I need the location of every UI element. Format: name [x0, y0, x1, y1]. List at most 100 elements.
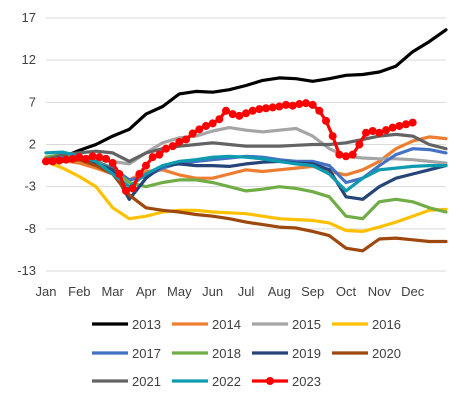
series-point-2023 [402, 120, 410, 129]
legend-item-2019: 2019 [252, 346, 321, 361]
series-point-2023 [75, 153, 84, 162]
y-axis-tick-labels: 17 12 7 2 -3 -8 -13 [17, 10, 36, 278]
series-point-2023 [382, 126, 390, 135]
series-point-2023 [328, 132, 337, 141]
series-point-2023 [315, 106, 324, 115]
series-point-2023 [142, 161, 150, 170]
series-point-2023 [115, 170, 124, 179]
series-point-2023 [168, 142, 177, 151]
series-point-2023 [288, 101, 297, 110]
series-point-2023 [182, 135, 190, 144]
legend-label: 2016 [372, 317, 401, 332]
legend-label: 2015 [292, 317, 321, 332]
legend-label: 2023 [292, 374, 321, 389]
legend: 2013 2014 2015 2016 2017 2018 2019 2020 2021 2022… [92, 317, 401, 389]
series-point-2023 [355, 140, 364, 149]
x-tick-label: Sep [301, 284, 324, 299]
y-tick-label: 7 [29, 94, 36, 109]
series-point-2023 [362, 128, 370, 137]
series-point-2023 [275, 102, 284, 111]
series-point-2023 [282, 100, 290, 109]
series-point-2023 [348, 150, 357, 159]
x-tick-label: Dec [401, 284, 425, 299]
series-point-2023 [128, 184, 137, 193]
y-tick-label: -13 [17, 263, 36, 278]
series-point-2023 [188, 129, 197, 138]
legend-item-2023: 2023 [252, 374, 321, 389]
x-tick-label: May [167, 284, 192, 299]
x-tick-label: Mar [101, 284, 124, 299]
series-point-2023 [268, 103, 277, 112]
series-point-2023 [155, 150, 164, 159]
series-point-2023 [68, 154, 77, 163]
series-point-2023 [108, 159, 117, 168]
series-point-2023 [375, 128, 384, 137]
series-point-2023 [135, 170, 144, 179]
x-tick-label: Nov [368, 284, 392, 299]
series-point-2023 [395, 121, 404, 130]
legend-label: 2022 [212, 374, 241, 389]
series-point-2023 [342, 152, 350, 161]
series-lines [42, 28, 448, 253]
x-tick-label: Aug [268, 284, 291, 299]
series-point-2023 [62, 155, 70, 164]
legend-item-2017: 2017 [92, 346, 161, 361]
legend-item-2016: 2016 [332, 317, 401, 332]
series-point-2023 [262, 104, 270, 113]
y-tick-label: -8 [24, 221, 36, 236]
series-point-2023 [248, 106, 257, 115]
legend-label: 2017 [132, 346, 161, 361]
gridlines [46, 17, 446, 272]
series-line-2020 [44, 158, 448, 253]
legend-marker [266, 377, 274, 385]
series-line-2016 [44, 159, 448, 233]
legend-item-2022: 2022 [172, 374, 241, 389]
series-point-2023 [408, 118, 417, 127]
series-point-2023 [302, 99, 310, 108]
x-tick-label: Jan [36, 284, 57, 299]
x-tick-label: Jul [238, 284, 255, 299]
series-point-2023 [295, 100, 304, 109]
series-point-2023 [235, 111, 244, 120]
series-point-2023 [42, 157, 50, 166]
x-tick-label: Oct [336, 284, 357, 299]
legend-item-2021: 2021 [92, 374, 161, 389]
series-point-2023 [215, 115, 224, 124]
series-line-2019 [44, 157, 448, 201]
series-point-2023 [228, 110, 237, 119]
legend-label: 2018 [212, 346, 241, 361]
legend-label: 2014 [212, 317, 241, 332]
series-point-2023 [195, 125, 204, 134]
series-point-2023 [55, 156, 64, 165]
series-point-2023 [222, 106, 230, 115]
series-point-2023 [122, 186, 130, 195]
x-tick-label: Feb [68, 284, 90, 299]
series-point-2023 [335, 150, 344, 159]
series-point-2023 [48, 157, 57, 166]
x-tick-label: Apr [136, 284, 157, 299]
y-tick-label: 12 [22, 52, 36, 67]
series-point-2023 [255, 105, 264, 114]
series-point-2023 [322, 116, 330, 125]
legend-label: 2013 [132, 317, 161, 332]
legend-item-2014: 2014 [172, 317, 241, 332]
legend-item-2015: 2015 [252, 317, 321, 332]
series-line-2013 [44, 28, 448, 163]
series-point-2023 [88, 152, 97, 161]
series-point-2023 [162, 144, 170, 153]
legend-item-2020: 2020 [332, 346, 401, 361]
series-point-2023 [208, 119, 217, 128]
y-tick-label: 2 [29, 137, 36, 152]
series-point-2023 [95, 153, 104, 162]
series-point-2023 [242, 109, 250, 118]
series-point-2023 [148, 153, 157, 162]
y-tick-label: -3 [24, 179, 36, 194]
legend-item-2018: 2018 [172, 346, 241, 361]
series-point-2023 [202, 121, 210, 130]
y-tick-label: 17 [22, 10, 36, 25]
series-line-2022 [44, 150, 448, 193]
legend-item-2013: 2013 [92, 317, 161, 332]
legend-label: 2021 [132, 374, 161, 389]
series-point-2023 [388, 123, 397, 132]
